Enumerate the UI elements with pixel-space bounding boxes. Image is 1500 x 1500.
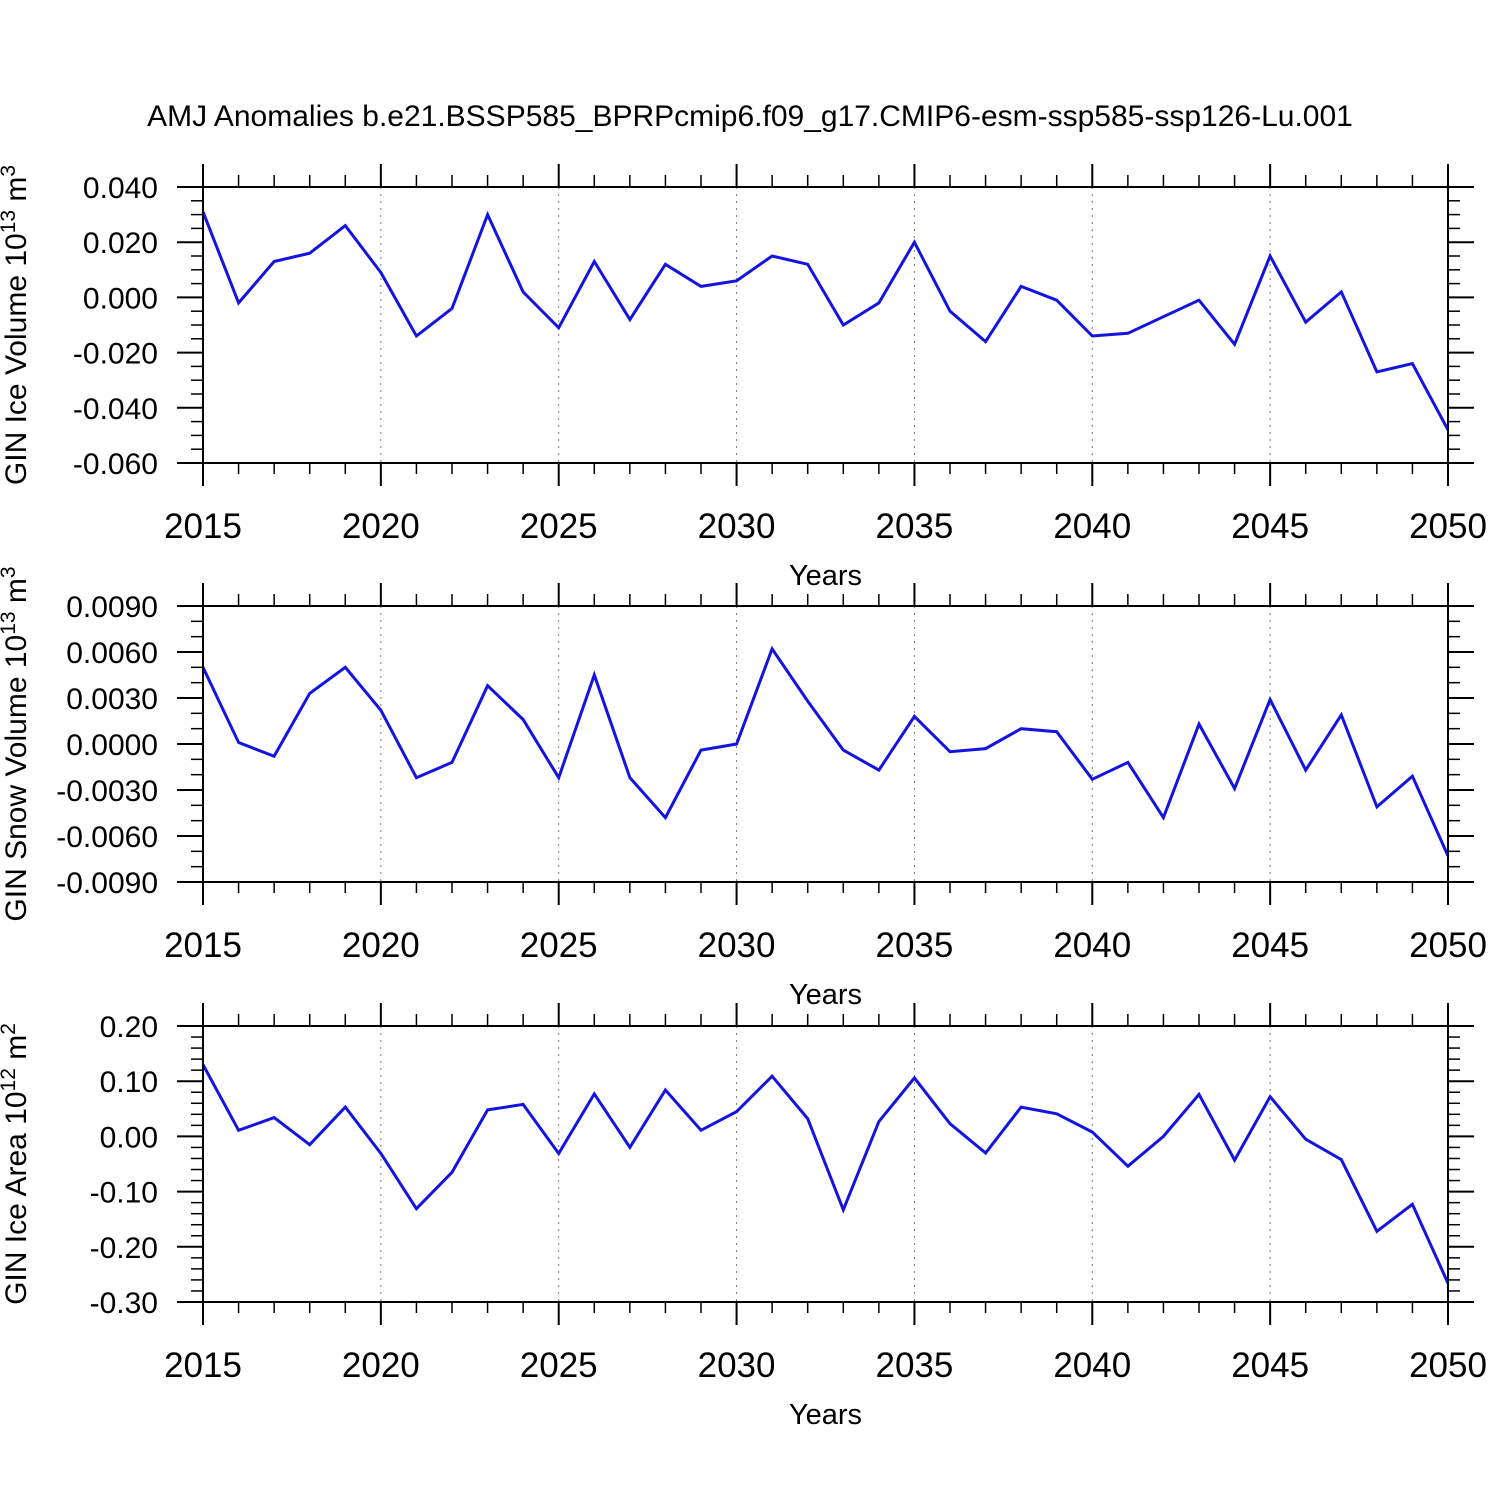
y-tick-label: -0.0060 — [56, 821, 158, 854]
x-tick-label: 2030 — [698, 507, 776, 546]
y-tick-label: 0.10 — [100, 1066, 158, 1099]
y-tick-label: -0.0030 — [56, 775, 158, 808]
y-axis-title: GIN Ice Volume 1013 m3 — [0, 165, 33, 485]
y-tick-label: -0.0090 — [56, 867, 158, 900]
x-tick-label: 2015 — [164, 507, 242, 546]
x-tick-label: 2045 — [1231, 1346, 1309, 1385]
x-tick-label: 2040 — [1053, 1346, 1131, 1385]
chart-title: AMJ Anomalies b.e21.BSSP585_BPRPcmip6.f0… — [147, 100, 1353, 133]
y-tick-label: 0.0090 — [66, 591, 158, 624]
x-tick-label: 2035 — [875, 926, 953, 965]
x-tick-label: 2025 — [520, 926, 598, 965]
y-tick-label: 0.0060 — [66, 637, 158, 670]
plot-border — [202, 1025, 1449, 1303]
y-tick-label: -0.040 — [73, 393, 158, 426]
y-tick-label: -0.20 — [90, 1232, 158, 1265]
x-tick-label: 2020 — [342, 507, 420, 546]
y-axis-title: GIN Snow Volume 1013 m3 — [0, 566, 33, 921]
plot-border — [202, 605, 1449, 883]
x-tick-label: 2020 — [342, 1346, 420, 1385]
y-tick-label: 0.000 — [83, 282, 158, 315]
x-tick-label: 2020 — [342, 926, 420, 965]
x-tick-label: 2025 — [520, 507, 598, 546]
x-tick-label: 2040 — [1053, 926, 1131, 965]
x-axis-title: Years — [789, 1399, 862, 1431]
x-tick-label: 2015 — [164, 926, 242, 965]
y-tick-label: -0.060 — [73, 448, 158, 481]
data-line — [201, 210, 1450, 431]
x-tick-label: 2035 — [875, 1346, 953, 1385]
y-tick-label: 0.0030 — [66, 683, 158, 716]
gin-snow-volume-chart: 0.0090 0.0060 0.0030 0.0000 -0.0030 -0.0060 -0… — [0, 566, 1487, 1011]
x-tick-label: 2050 — [1409, 1346, 1487, 1385]
x-axis-title: Years — [789, 979, 862, 1011]
data-line — [201, 645, 1450, 857]
y-axis-title: GIN Ice Area 1012 m2 — [0, 1023, 33, 1305]
x-tick-label: 2035 — [875, 507, 953, 546]
x-tick-label: 2040 — [1053, 507, 1131, 546]
y-tick-label: 0.00 — [100, 1121, 158, 1154]
data-line — [201, 1063, 1450, 1284]
y-tick-label: 0.040 — [83, 172, 158, 205]
y-tick-label: -0.020 — [73, 338, 158, 371]
y-tick-label: -0.30 — [90, 1287, 158, 1320]
x-tick-label: 2025 — [520, 1346, 598, 1385]
y-tick-label: -0.10 — [90, 1177, 158, 1210]
y-tick-label: 0.0000 — [66, 729, 158, 762]
x-tick-label: 2045 — [1231, 926, 1309, 965]
x-tick-label: 2030 — [698, 1346, 776, 1385]
x-tick-label: 2030 — [698, 926, 776, 965]
x-axis-title: Years — [789, 560, 862, 592]
y-tick-label: 0.20 — [100, 1011, 158, 1044]
x-tick-label: 2050 — [1409, 507, 1487, 546]
x-tick-label: 2050 — [1409, 926, 1487, 965]
x-tick-label: 2015 — [164, 1346, 242, 1385]
x-tick-label: 2045 — [1231, 507, 1309, 546]
plot-border — [202, 186, 1449, 464]
y-tick-label: 0.020 — [83, 227, 158, 260]
